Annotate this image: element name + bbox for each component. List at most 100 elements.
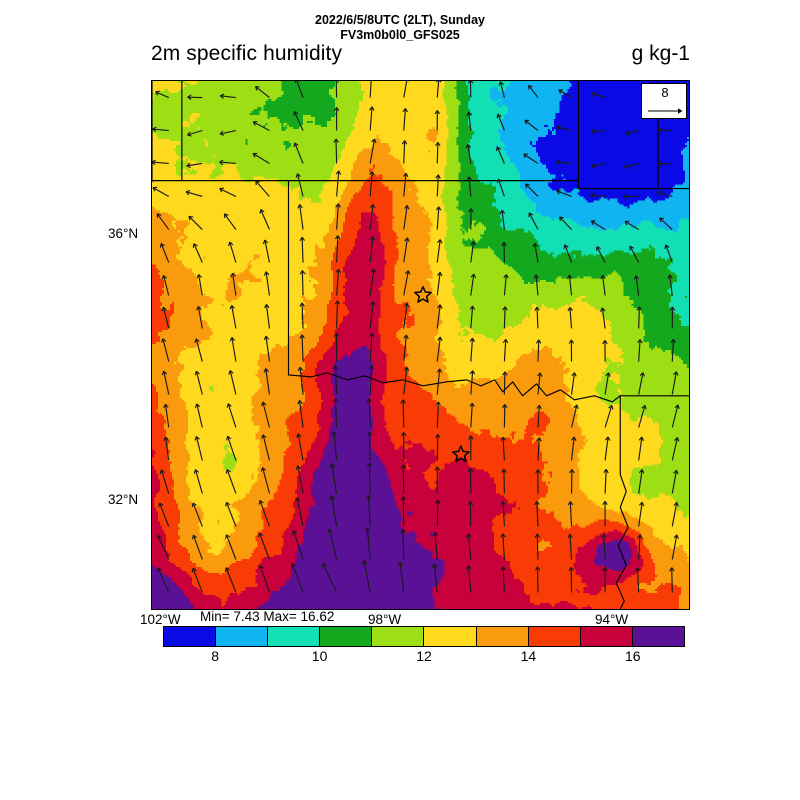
wind-vector (152, 186, 170, 197)
wind-vector (495, 146, 505, 164)
wind-vector (558, 89, 572, 99)
wind-vector (502, 404, 508, 428)
wind-vector (568, 339, 575, 362)
colorbar-tick-16: 16 (625, 648, 641, 664)
wind-vector (258, 532, 270, 560)
wind-vector (252, 152, 270, 164)
wind-vector (624, 220, 639, 231)
wind-vector (563, 244, 573, 263)
wind-vector (293, 111, 304, 131)
colorbar-swatch-1 (216, 627, 269, 646)
wind-vector (255, 180, 270, 197)
wind-vector (659, 217, 673, 230)
wind-vector (403, 172, 409, 197)
wind-vector (500, 533, 506, 560)
wind-vector (570, 436, 577, 461)
wind-vector (263, 335, 271, 362)
wind-vector (335, 81, 338, 98)
wind-vector (194, 403, 203, 428)
wind-vector (671, 371, 679, 395)
wind-vector (669, 567, 675, 593)
wind-vector (259, 209, 270, 230)
wind-vector (590, 162, 606, 169)
wind-vector (397, 561, 405, 593)
wind-vector (595, 246, 606, 263)
wind-vector (570, 404, 579, 428)
wind-vector (638, 501, 645, 527)
border-path-5 (615, 473, 629, 609)
wind-vector (219, 129, 237, 136)
wind-vector (400, 432, 407, 461)
wind-vector (602, 567, 608, 593)
wind-vector (466, 111, 472, 131)
wind-vector (633, 275, 640, 296)
wind-vector (667, 274, 673, 296)
wind-vector (335, 268, 342, 296)
wind-vector (671, 534, 679, 560)
wind-vector (502, 338, 509, 362)
wind-vector (534, 500, 540, 527)
wind-vector (365, 495, 372, 527)
wind-vector (366, 431, 373, 461)
wind-vector (671, 404, 680, 428)
wind-vector (333, 107, 340, 131)
wind-vector (556, 159, 572, 166)
wind-vector (534, 566, 541, 593)
wind-vector (294, 81, 304, 98)
wind-vector (219, 159, 236, 166)
wind-vector (671, 502, 679, 527)
wind-vector (403, 270, 411, 296)
wind-vector (435, 81, 442, 98)
wind-vector (295, 173, 304, 197)
wind-vector (196, 306, 203, 329)
wind-vector (327, 528, 338, 560)
wind-vector (297, 366, 304, 395)
wind-vector (671, 469, 679, 494)
wind-vector (403, 205, 410, 230)
wind-vector (156, 534, 170, 560)
wind-vector (567, 533, 573, 560)
wind-vector (436, 368, 443, 395)
wind-vector (669, 306, 676, 329)
wind-vector (525, 183, 539, 197)
header-datetime: 2022/6/5/8UTC (2LT), Sunday (315, 13, 485, 27)
wind-vector (664, 244, 673, 263)
wind-vector (432, 532, 439, 560)
wind-vector (403, 302, 410, 329)
wind-vector (225, 534, 237, 560)
wind-vector-field (152, 81, 680, 593)
wind-vector (469, 402, 475, 428)
wind-vector (625, 129, 639, 136)
wind-vector (262, 239, 271, 263)
wind-vector (361, 560, 371, 593)
station-markers (414, 285, 470, 463)
wind-vector (299, 302, 305, 329)
wind-vector (435, 141, 441, 164)
right-arrow-icon (648, 108, 683, 114)
wind-vector (503, 274, 509, 296)
wind-vector (226, 435, 237, 461)
wind-vector (637, 534, 643, 560)
colorbar-tick-12: 12 (416, 648, 432, 664)
wind-vector (501, 241, 507, 263)
colorbar-tick-14: 14 (520, 648, 537, 664)
wind-vector (329, 463, 338, 494)
wind-vector (466, 533, 472, 560)
wind-vector (624, 162, 639, 169)
wind-vector (369, 203, 376, 230)
wind-vector (465, 143, 472, 164)
wind-vector (656, 190, 673, 198)
wind-vector (297, 400, 304, 428)
wind-vector (500, 501, 506, 527)
wind-vector (334, 300, 341, 329)
wind-vector (500, 436, 507, 461)
wind-vector (331, 431, 338, 461)
wind-vector (159, 243, 170, 263)
wind-vector (569, 469, 575, 494)
colorbar-swatch-6 (476, 627, 529, 646)
wind-vector (537, 372, 543, 395)
wind-vector (192, 243, 203, 263)
wind-vector (158, 502, 170, 527)
wind-vector (600, 274, 606, 296)
wind-vector (187, 94, 203, 101)
